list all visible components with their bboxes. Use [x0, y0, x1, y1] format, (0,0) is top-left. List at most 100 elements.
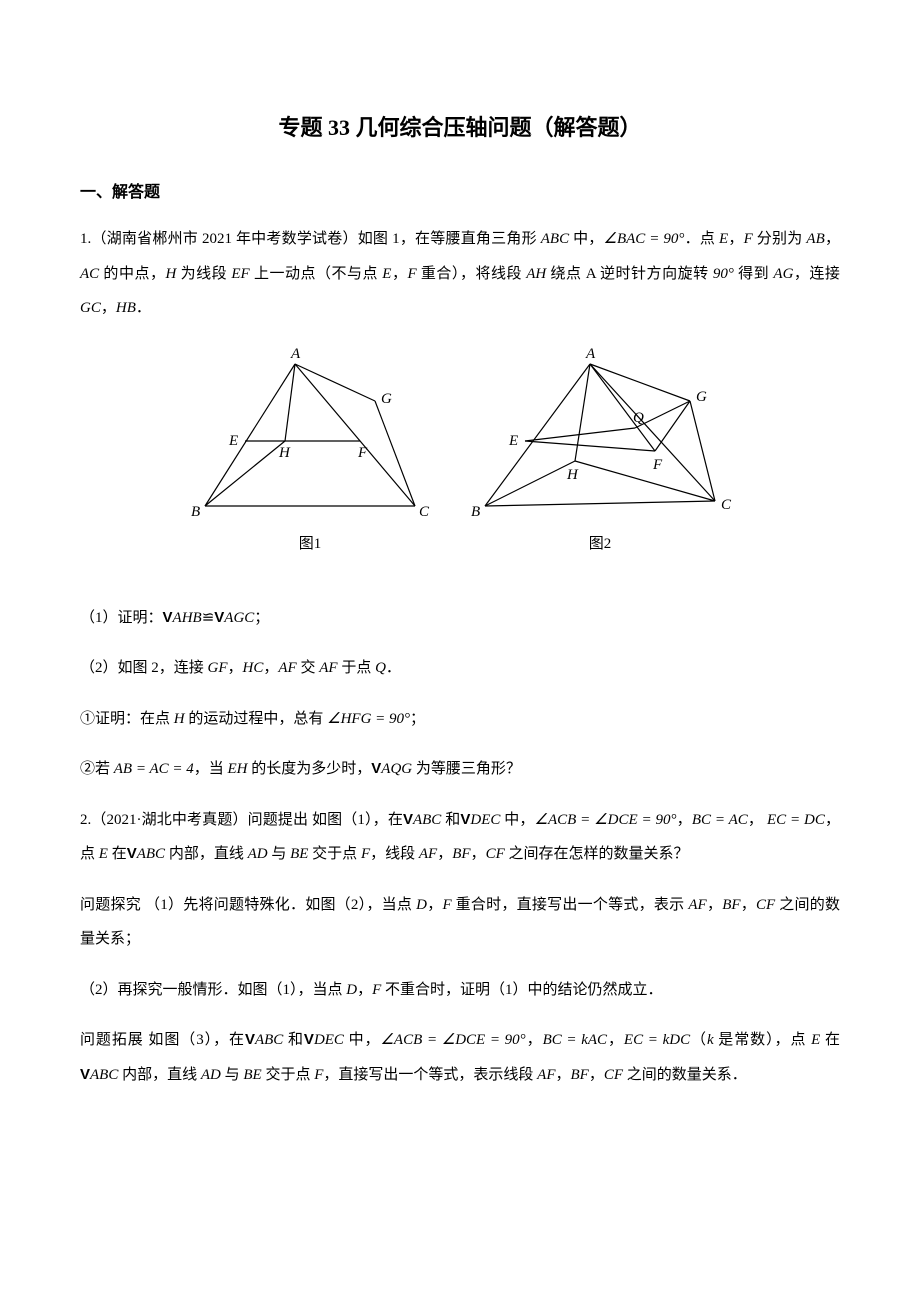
- text: （2）如图 2，连接: [80, 660, 208, 676]
- text: 重合），将线段: [417, 266, 527, 282]
- val-90: 90°: [713, 266, 734, 282]
- var-E: E: [719, 231, 728, 247]
- text: 绕点 A 逆时针方向旋转: [546, 266, 713, 282]
- svg-text:F: F: [357, 445, 368, 461]
- text: 于点: [338, 660, 376, 676]
- var-AQG: AQG: [381, 761, 412, 777]
- text: 分别为: [753, 231, 807, 247]
- text: ，: [741, 897, 757, 913]
- triangle-symbol: V: [460, 811, 470, 828]
- var-BE: BE: [290, 846, 308, 862]
- var-BF2: BF: [722, 897, 740, 913]
- triangle-symbol: V: [245, 1031, 255, 1048]
- page-title: 专题 33 几何综合压轴问题（解答题）: [80, 110, 840, 142]
- text: ，连接: [793, 266, 840, 282]
- text: ，: [437, 846, 452, 862]
- var-E3: E: [99, 846, 108, 862]
- q2-intro: 2.（2021·湖北中考真题）问题提出 如图（1），在VABC 和VDEC 中，…: [80, 803, 840, 872]
- var-H: H: [174, 711, 185, 727]
- text: （1）证明：: [80, 610, 163, 626]
- eq-ecdc: EC = DC: [767, 812, 825, 828]
- var-F5: F: [372, 982, 381, 998]
- var-F4: F: [443, 897, 452, 913]
- svg-text:B: B: [191, 504, 200, 520]
- svg-text:G: G: [381, 391, 392, 407]
- figure-2-caption: 图2: [589, 532, 612, 553]
- var-BE2: BE: [243, 1067, 261, 1083]
- var-BF: BF: [452, 846, 470, 862]
- text: ，: [101, 300, 116, 316]
- q1-part1: （1）证明：VAHB≌VAGC；: [80, 601, 840, 636]
- text: ，: [391, 266, 407, 282]
- var-CF2: CF: [756, 897, 775, 913]
- text: ，: [825, 231, 840, 247]
- text: 交于点: [262, 1067, 315, 1083]
- text: 和: [283, 1032, 304, 1048]
- var-AF2: AF: [319, 660, 337, 676]
- var-AF3: AF: [419, 846, 437, 862]
- text: 问题探究 （1）先将问题特殊化．如图（2），当点: [80, 897, 416, 913]
- var-ABC5: ABC: [90, 1067, 118, 1083]
- var-AGC: AGC: [224, 610, 254, 626]
- var-AF5: AF: [537, 1067, 555, 1083]
- text: ②若: [80, 761, 114, 777]
- var-Q: Q: [375, 660, 386, 676]
- text: 得到: [734, 266, 774, 282]
- q1-intro: 1.（湖南省郴州市 2021 年中考数学试卷）如图 1，在等腰直角三角形 ABC…: [80, 222, 840, 326]
- text: 在: [820, 1032, 840, 1048]
- q1-part2: （2）如图 2，连接 GF，HC，AF 交 AF 于点 Q．: [80, 651, 840, 686]
- var-AF4: AF: [688, 897, 706, 913]
- text: （2）再探究一般情形．如图（1），当点: [80, 982, 346, 998]
- var-ABC3: ABC: [137, 846, 165, 862]
- text: 与: [221, 1067, 244, 1083]
- text: 的长度为多少时，: [248, 761, 372, 777]
- congruent: ≌: [202, 610, 215, 626]
- var-GC: GC: [80, 300, 101, 316]
- text: ．: [136, 300, 151, 316]
- text: ，: [228, 660, 243, 676]
- text: ，: [471, 846, 486, 862]
- var-F: F: [744, 231, 753, 247]
- eq-bcac: BC = AC: [692, 812, 748, 828]
- svg-text:B: B: [471, 504, 480, 520]
- text: ，: [748, 812, 763, 828]
- var-HC: HC: [243, 660, 264, 676]
- text: 之间的数量关系．: [623, 1067, 747, 1083]
- svg-text:Q: Q: [633, 410, 644, 426]
- svg-text:E: E: [228, 433, 238, 449]
- var-k: k: [707, 1032, 714, 1048]
- var-BF3: BF: [571, 1067, 589, 1083]
- var-CF3: CF: [604, 1067, 623, 1083]
- text: 问题拓展 如图（3），在: [80, 1032, 245, 1048]
- triangle-symbol: V: [371, 760, 381, 777]
- text: 交: [297, 660, 320, 676]
- text: ，: [357, 982, 372, 998]
- var-D: D: [416, 897, 427, 913]
- eq-eckdc: EC = kDC: [624, 1032, 690, 1048]
- var-AF: AF: [278, 660, 296, 676]
- var-DEC2: DEC: [314, 1032, 344, 1048]
- triangle-symbol: V: [163, 609, 173, 626]
- text: ，: [427, 897, 443, 913]
- text: ，: [728, 231, 743, 247]
- text: ，: [263, 660, 278, 676]
- var-AD: AD: [248, 846, 268, 862]
- text: ，: [526, 1032, 543, 1048]
- svg-text:H: H: [278, 445, 291, 461]
- var-AC: AC: [80, 266, 99, 282]
- text: ，: [556, 1067, 571, 1083]
- text: （: [690, 1032, 707, 1048]
- var-ABC: ABC: [541, 231, 569, 247]
- section-header: 一、解答题: [80, 178, 840, 202]
- text: 与: [268, 846, 291, 862]
- figure-2-svg: ABCEFHGQ: [465, 346, 735, 526]
- text: ．点: [684, 231, 719, 247]
- text: 重合时，直接写出一个等式，表示: [452, 897, 689, 913]
- var-H: H: [165, 266, 176, 282]
- var-DEC: DEC: [470, 812, 500, 828]
- text: ，直接写出一个等式，表示线段: [323, 1067, 537, 1083]
- text: 之间存在怎样的数量关系？: [505, 846, 689, 862]
- var-D2: D: [346, 982, 357, 998]
- var-EH: EH: [228, 761, 248, 777]
- var-CF: CF: [486, 846, 505, 862]
